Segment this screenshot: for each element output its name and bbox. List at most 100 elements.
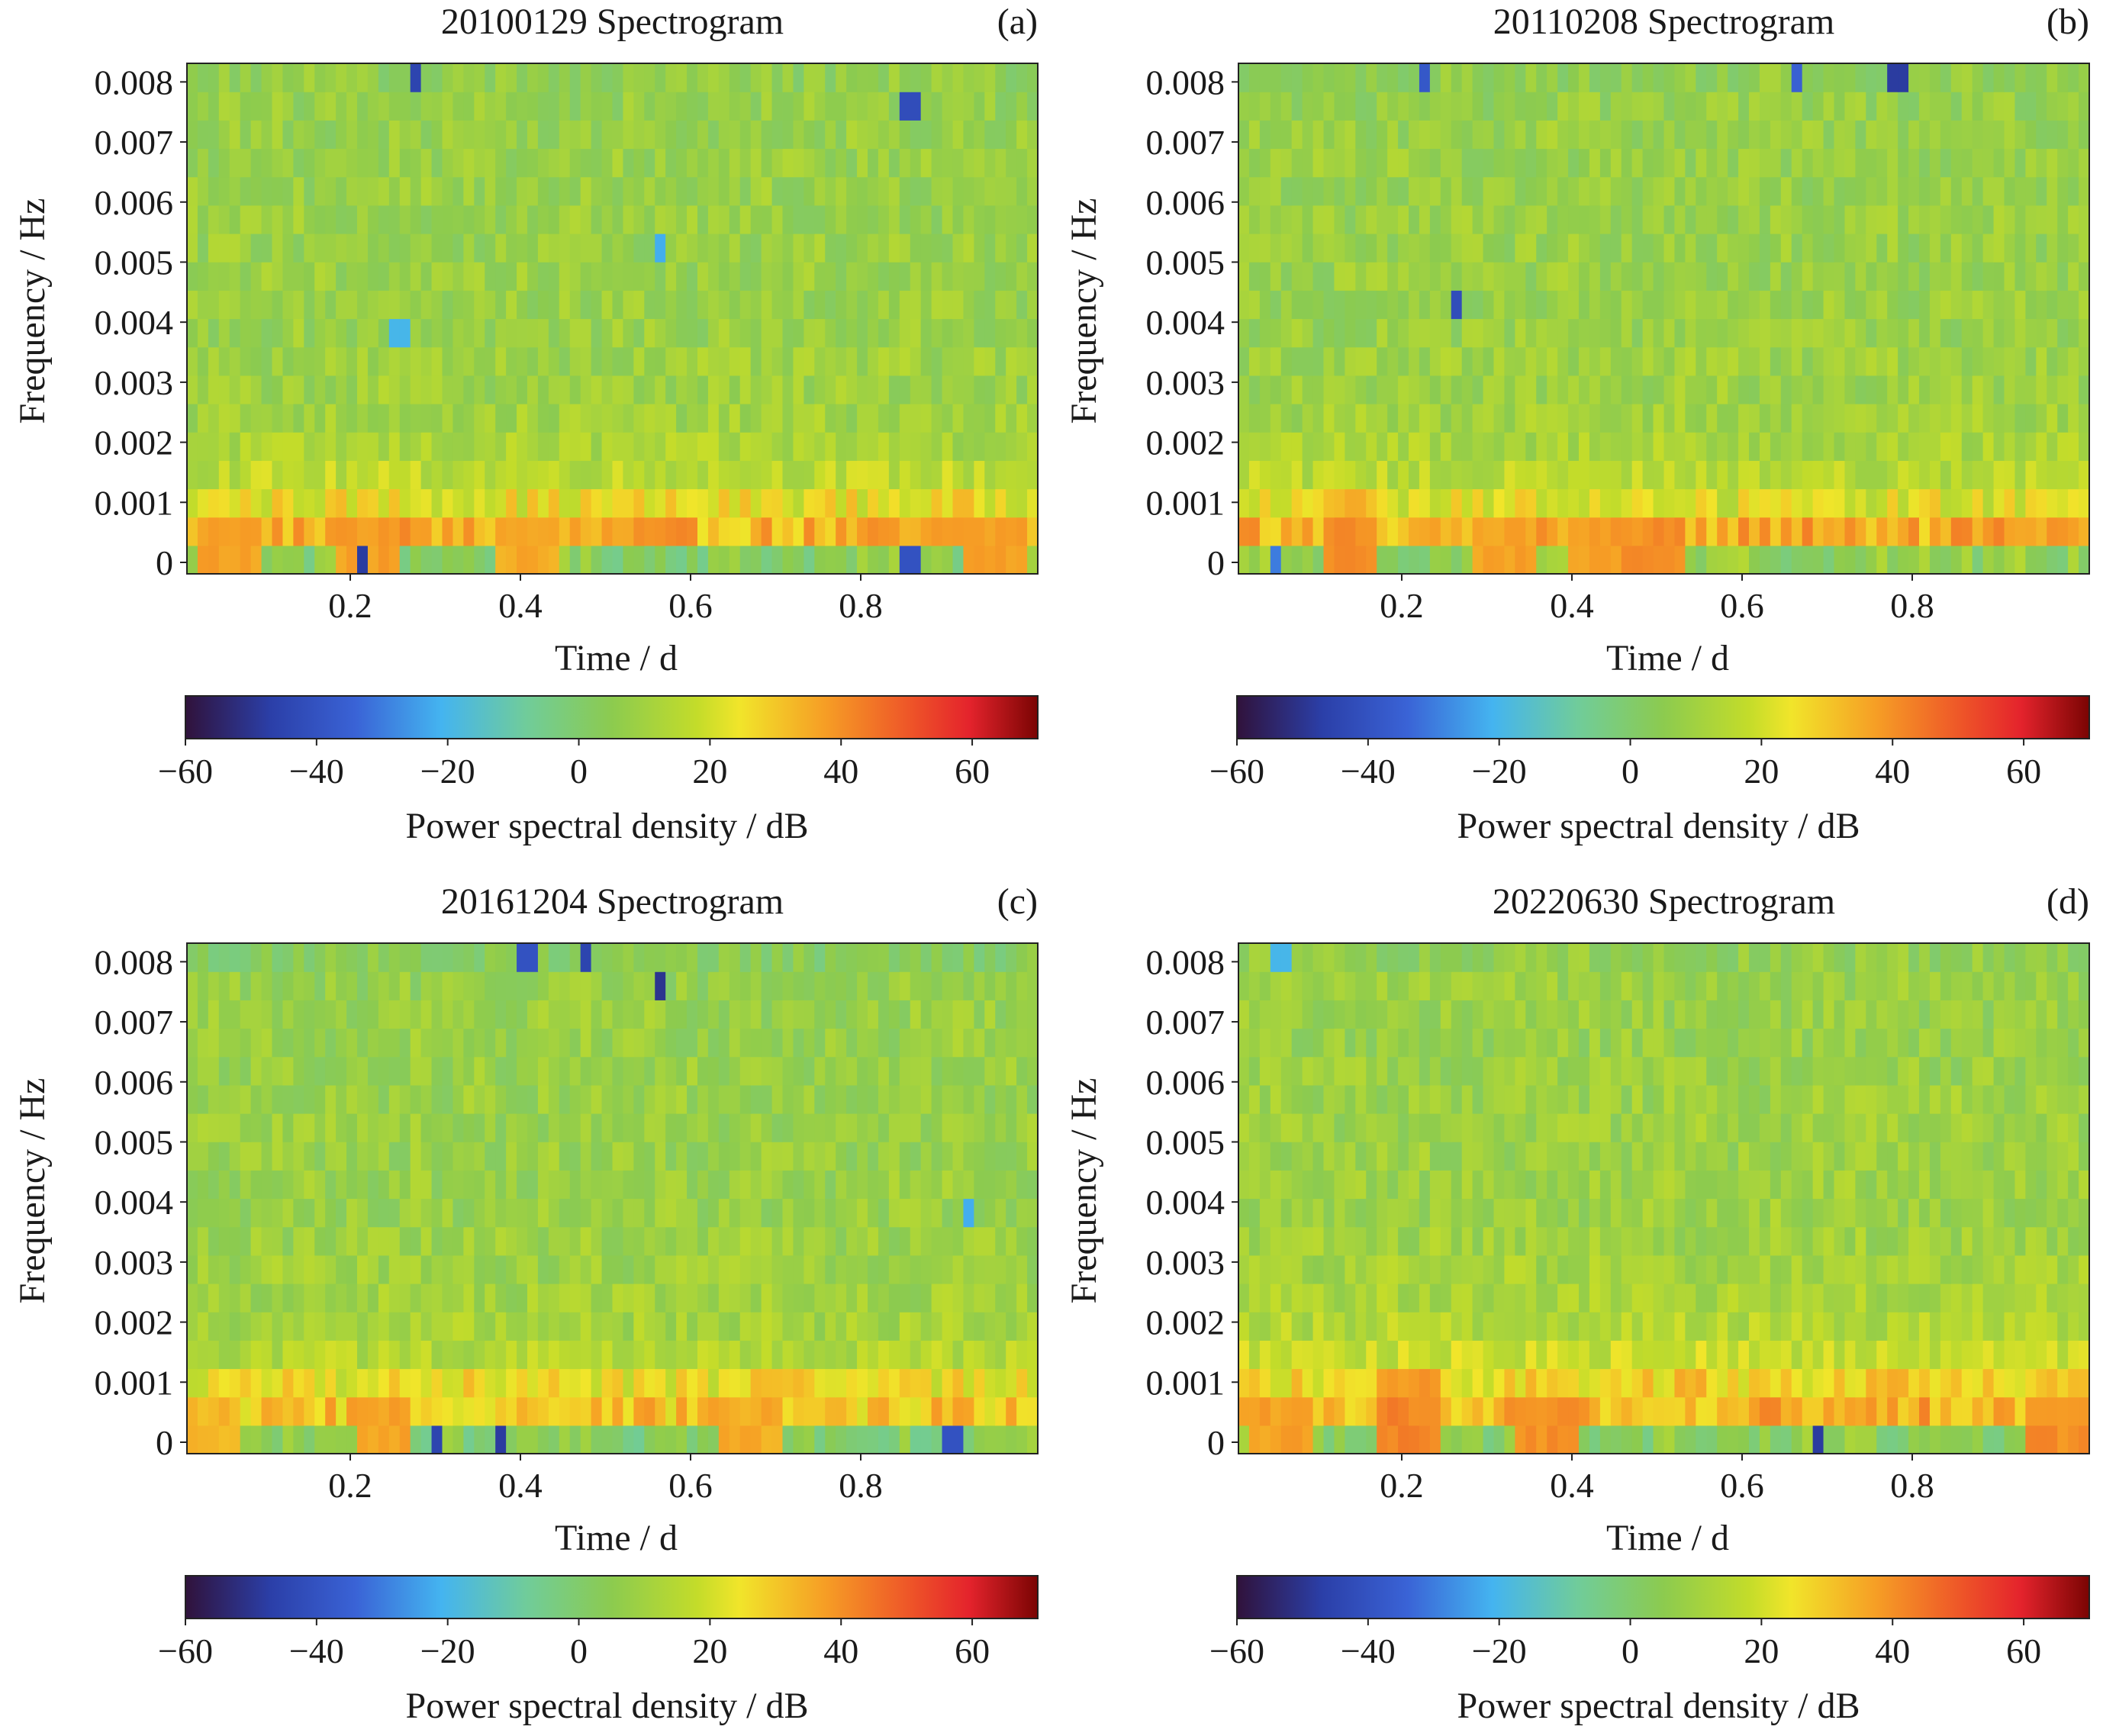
panel-label: (c) (997, 881, 1038, 922)
heatmap-cell (410, 1340, 422, 1370)
heatmap-cell (655, 1028, 666, 1058)
heatmap-cell (1461, 205, 1473, 234)
heatmap-cell (1440, 176, 1452, 206)
heatmap-cell (2036, 1425, 2047, 1454)
heatmap-cell (1696, 488, 1707, 518)
heatmap-cell (857, 1000, 868, 1029)
heatmap-cell (452, 460, 464, 490)
heatmap-cell (1016, 1000, 1028, 1029)
heatmap-cell (378, 1254, 390, 1284)
plot-frame (1238, 63, 2090, 575)
heatmap-cell (1791, 517, 1803, 546)
heatmap-cell (1802, 1368, 1814, 1398)
heatmap-cell (420, 63, 433, 92)
heatmap-cell (655, 318, 666, 348)
heatmap-cell (899, 1340, 911, 1370)
heatmap-cell (676, 1425, 688, 1454)
heatmap-cell (1802, 488, 1814, 518)
heatmap-cell (1536, 318, 1547, 348)
heatmap-cell (187, 120, 198, 150)
heatmap-cell (676, 262, 688, 291)
heatmap-cell (1409, 1340, 1420, 1370)
heatmap-cell (739, 92, 752, 121)
heatmap-cell (1006, 262, 1017, 291)
heatmap-cell (336, 545, 347, 575)
heatmap-cell (1834, 176, 1846, 206)
heatmap-cell (2004, 517, 2016, 546)
heatmap-cell (250, 432, 262, 461)
heatmap-cell (888, 1312, 900, 1341)
heatmap-cell (463, 262, 475, 291)
heatmap-cell (485, 1198, 496, 1228)
heatmap-cell (2057, 1368, 2069, 1398)
heatmap-cell (623, 1283, 634, 1312)
heatmap-cell (569, 234, 581, 262)
heatmap-cell (304, 460, 315, 490)
heatmap-cell (2004, 234, 2016, 262)
heatmap-cell (346, 375, 358, 404)
heatmap-cell (952, 432, 965, 461)
heatmap-cell (1834, 488, 1846, 518)
heatmap-cell (1653, 346, 1665, 376)
heatmap-cell (601, 432, 614, 461)
heatmap-cell (591, 1368, 603, 1398)
heatmap-cell (537, 63, 549, 92)
heatmap-cell (1429, 176, 1441, 206)
heatmap-cell (931, 404, 943, 433)
heatmap-cell (1355, 404, 1367, 433)
heatmap-cell (1728, 176, 1739, 206)
heatmap-cell (2036, 517, 2047, 546)
heatmap-cell (2079, 375, 2090, 404)
heatmap-cell (1280, 1283, 1293, 1312)
heatmap-cell (442, 1368, 454, 1398)
heatmap-cell (357, 545, 369, 575)
heatmap-cell (240, 1198, 252, 1228)
heatmap-cell (1387, 176, 1399, 206)
heatmap-cell (771, 1226, 784, 1256)
heatmap-cell (1451, 517, 1463, 546)
heatmap-cell (1759, 290, 1771, 320)
heatmap-cell (868, 92, 879, 121)
heatmap-cell (1248, 92, 1261, 121)
heatmap-cell (814, 92, 826, 121)
heatmap-cell (1398, 1396, 1409, 1426)
heatmap-cell (1717, 148, 1728, 178)
heatmap-cell (1280, 262, 1293, 291)
heatmap-cell (846, 1312, 858, 1341)
heatmap-cell (984, 205, 996, 234)
heatmap-cell (229, 290, 241, 320)
heatmap-cell (591, 318, 603, 348)
heatmap-cell (506, 148, 517, 178)
heatmap-cell (548, 1000, 560, 1029)
heatmap-cell (1345, 1283, 1356, 1312)
heatmap-cell (1780, 290, 1792, 320)
heatmap-cell (1440, 1254, 1452, 1284)
heatmap-cell (399, 205, 411, 234)
heatmap-cell (1855, 1283, 1866, 1312)
heatmap-cell (601, 1396, 614, 1426)
heatmap-cell (1802, 375, 1814, 404)
heatmap-cell (825, 92, 836, 121)
heatmap-cell (623, 1226, 634, 1256)
heatmap-cell (485, 1396, 496, 1426)
heatmap-cell (995, 1226, 1006, 1256)
heatmap-cell (1685, 1340, 1696, 1370)
heatmap-cell (782, 1226, 794, 1256)
heatmap-cell (644, 176, 655, 206)
heatmap-cell (1844, 1396, 1856, 1426)
heatmap-cell (1823, 1312, 1835, 1341)
heatmap-cell (1398, 1368, 1409, 1398)
heatmap-cell (378, 92, 390, 121)
heatmap-cell (1950, 1396, 1963, 1426)
heatmap-cell (1238, 318, 1250, 348)
heatmap-cell (591, 1425, 603, 1454)
heatmap-cell (974, 1056, 985, 1086)
heatmap-cell (240, 1028, 252, 1058)
heatmap-cell (1876, 262, 1888, 291)
heatmap-cell (697, 1283, 709, 1312)
heatmap-cell (569, 1028, 581, 1058)
heatmap-cell (1866, 404, 1877, 433)
heatmap-cell (495, 1254, 507, 1284)
heatmap-cell (559, 318, 571, 348)
heatmap-cell (846, 234, 858, 262)
